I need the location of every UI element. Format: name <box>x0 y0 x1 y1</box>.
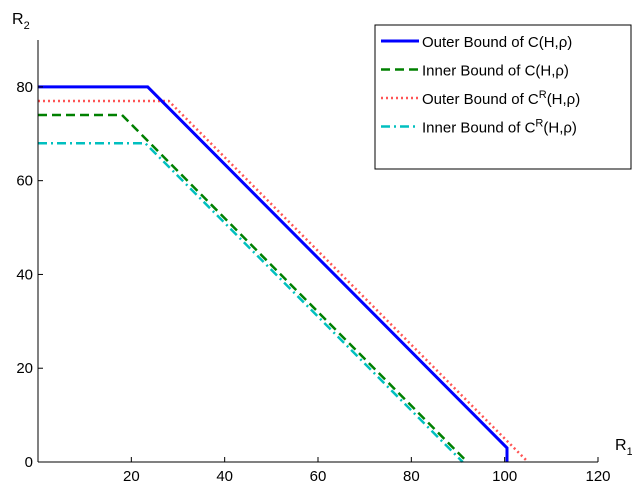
y-axis-label: R2 <box>12 11 30 32</box>
legend-label-1: Outer Bound of C(H,ρ) <box>422 34 572 51</box>
legend-label-3: Outer Bound of CR(H,ρ) <box>422 89 580 108</box>
axes: 20 40 60 80 100 120 0 20 40 60 80 R2 R1 <box>12 11 632 485</box>
series-line-3 <box>38 99 529 463</box>
y-tick-label: 20 <box>16 360 33 377</box>
x-tick-label: 60 <box>310 468 327 483</box>
series-line-1 <box>38 85 509 462</box>
series-line-4 <box>38 141 464 463</box>
x-tick-label: 20 <box>123 468 140 483</box>
series-line-2 <box>38 113 469 463</box>
x-tick-label: 120 <box>585 468 610 483</box>
legend-label-4: Inner Bound of CR(H,ρ) <box>422 118 577 137</box>
legend-label-2: Inner Bound of C(H,ρ) <box>422 63 569 80</box>
plot-area <box>38 85 529 463</box>
x-tick-label: 100 <box>492 468 517 483</box>
x-axis-label: R1 <box>615 437 632 458</box>
y-tick-label: 40 <box>16 266 33 283</box>
y-tick-label: 0 <box>25 454 33 471</box>
x-tick-label: 80 <box>403 468 420 483</box>
y-tick-label: 80 <box>16 79 33 96</box>
y-tick-label: 60 <box>16 173 33 190</box>
x-tick-label: 40 <box>216 468 233 483</box>
legend: Outer Bound of C(H,ρ) Inner Bound of C(H,… <box>374 24 632 170</box>
